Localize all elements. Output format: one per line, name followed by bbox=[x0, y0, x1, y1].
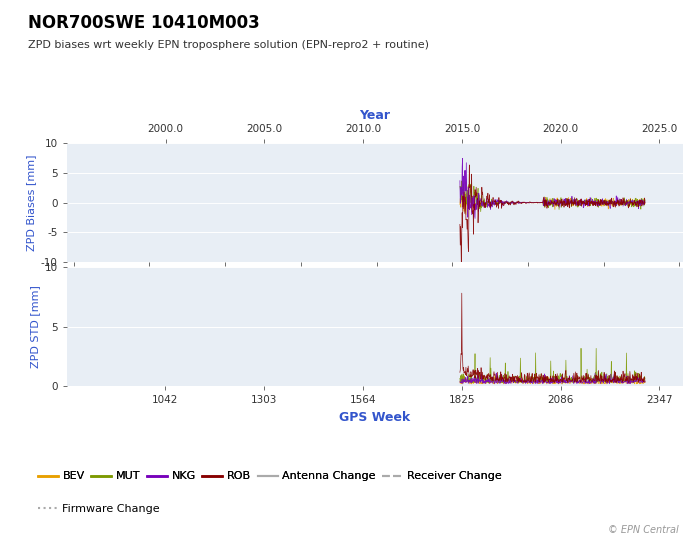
Text: © EPN Central: © EPN Central bbox=[608, 524, 679, 535]
Legend: Firmware Change: Firmware Change bbox=[34, 500, 164, 518]
Legend: BEV, MUT, NKG, ROB, Antenna Change, Receiver Change: BEV, MUT, NKG, ROB, Antenna Change, Rece… bbox=[34, 467, 506, 486]
X-axis label: GPS Week: GPS Week bbox=[339, 411, 410, 424]
Y-axis label: ZPD Biases [mm]: ZPD Biases [mm] bbox=[27, 154, 36, 251]
Y-axis label: ZPD STD [mm]: ZPD STD [mm] bbox=[30, 285, 40, 368]
Text: NOR700SWE 10410M003: NOR700SWE 10410M003 bbox=[28, 14, 260, 31]
X-axis label: Year: Year bbox=[359, 109, 390, 122]
Text: ZPD biases wrt weekly EPN troposphere solution (EPN-repro2 + routine): ZPD biases wrt weekly EPN troposphere so… bbox=[28, 40, 429, 51]
